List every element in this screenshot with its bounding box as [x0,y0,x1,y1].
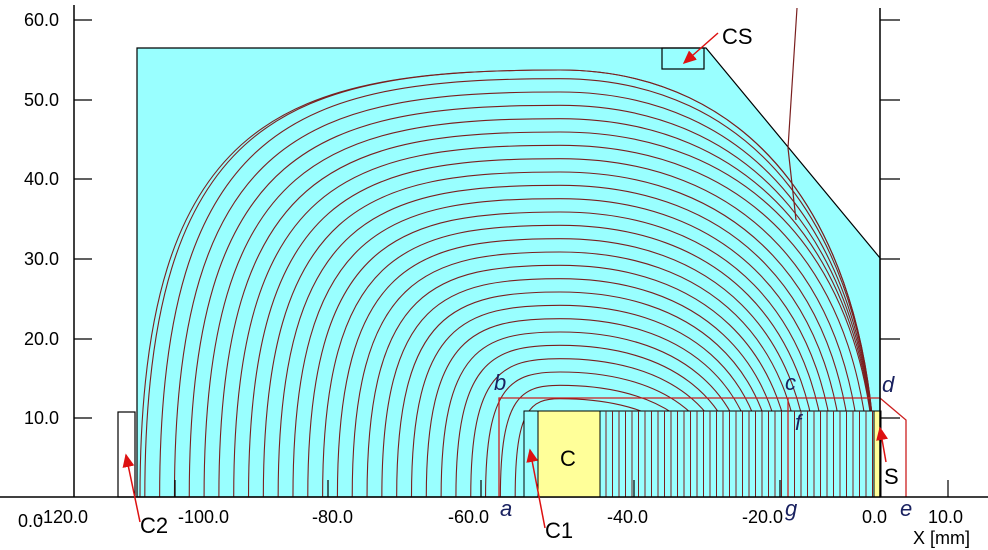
field-line [203,118,877,498]
field-line [425,318,761,498]
x-tick-label: -100.0 [178,507,229,527]
field-line [277,184,846,498]
field-line [351,251,803,498]
x-tick-label: -80.0 [312,507,353,527]
y-tick-label: 0.0 [18,511,43,531]
y-tick-label: 50.0 [24,90,59,110]
field-line [396,291,778,498]
arrow-s [876,426,888,463]
field-line [139,69,877,498]
field-lines [139,69,877,498]
part-label-c2: C2 [140,513,168,538]
field-line [159,78,877,498]
field-line [366,264,795,498]
x-tick-label: 10.0 [928,507,963,527]
point-label-e: e [900,496,912,521]
outer-field-line [787,7,798,221]
field-line [173,91,877,498]
x-axis-unit-label: X [mm] [913,528,970,548]
field-line [233,144,871,498]
field-line [336,238,812,498]
y-ticks-left [74,19,92,419]
field-line [218,131,877,498]
part-label-c: C [560,446,576,471]
y-tick-label: 60.0 [24,10,59,30]
point-label-b: b [494,370,506,395]
field-line [307,211,829,498]
x-tick-label: 0.0 [862,507,887,527]
point-label-a: a [500,496,512,521]
arrow-cs [682,32,719,64]
field-line [247,158,863,498]
point-label-d: d [882,372,895,397]
field-line [322,224,820,498]
y-tick-label: 10.0 [24,408,59,428]
cs-box [661,47,705,70]
part-label-cs: CS [722,24,753,49]
x-tick-label: -20.0 [742,507,783,527]
point-label-c: c [785,370,796,395]
y-tick-label: 20.0 [24,329,59,349]
y-tick-label: 40.0 [24,169,59,189]
part-label-c1: C1 [545,518,573,543]
point-label-f: f [795,410,804,435]
field-line [188,104,877,498]
x-tick-label: -120.0 [37,507,88,527]
coil-c [537,410,601,498]
x-tick-label: -40.0 [607,507,648,527]
x-ticks [174,480,949,497]
arrow-c2 [122,453,141,523]
arrow-c1 [526,448,546,529]
field-line [381,278,786,498]
point-label-g: g [785,496,798,521]
annotation-arrows [122,32,888,529]
y-tick-label: 30.0 [24,249,59,269]
x-tick-label: -60.0 [448,507,489,527]
field-line [410,304,769,498]
field-line [292,198,837,498]
coil-hatch-lines [605,411,873,497]
y-ticks-right [880,19,900,419]
field-line [262,171,854,498]
part-label-s: S [884,464,899,489]
